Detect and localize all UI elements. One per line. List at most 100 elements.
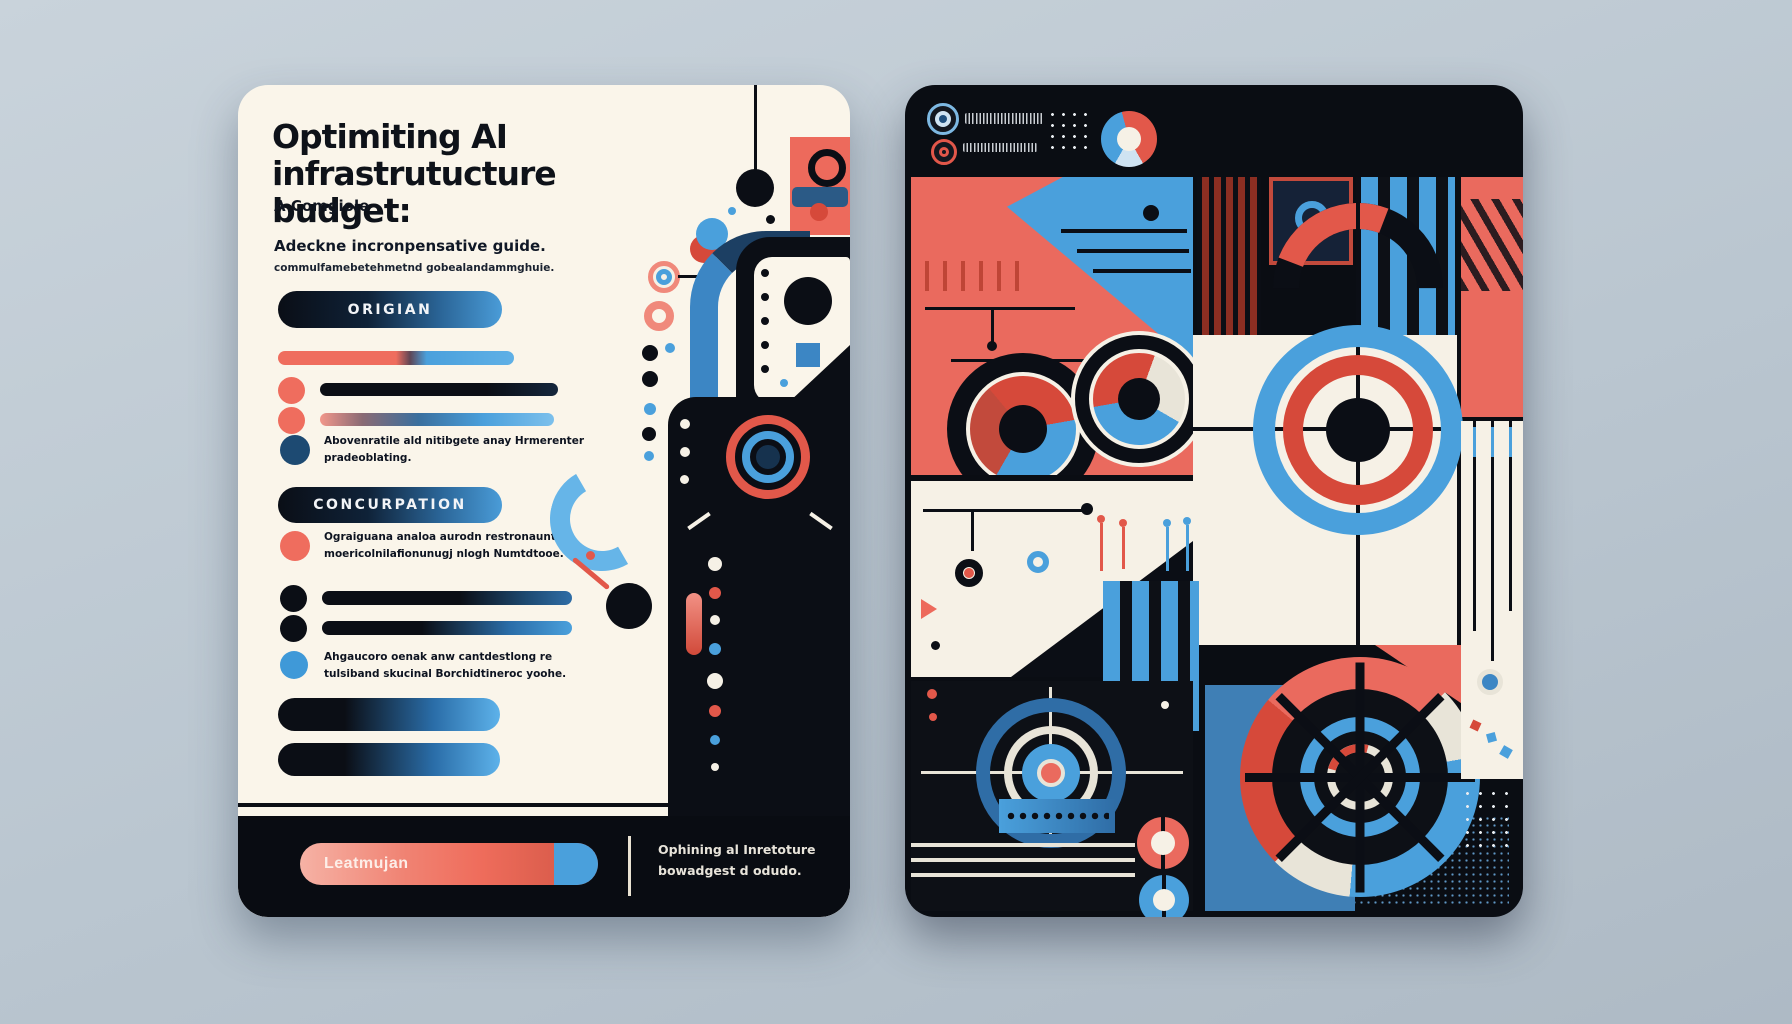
- collage-block-target: [911, 681, 1193, 911]
- decor-blue-tip: [1473, 427, 1476, 457]
- bar-black-blue: [322, 591, 572, 605]
- record-badge-icon: [931, 139, 957, 165]
- decor-red-dot: [929, 713, 937, 721]
- decor-donut-blue: [1139, 875, 1189, 917]
- decor-node-ring: [955, 559, 983, 587]
- decor-diagonal-stripes: [1461, 199, 1523, 291]
- decor-red-side-block: [1461, 177, 1523, 417]
- footer-note-line: bowadgest d odudo.: [658, 862, 802, 878]
- decor-target-core: [1037, 759, 1065, 787]
- decor-red-ring: [644, 301, 674, 331]
- bullet-dot-black: [280, 615, 307, 642]
- decor-blue-node: [1477, 669, 1503, 695]
- decor-white-dot-grid: [1461, 787, 1517, 851]
- decor-dash: [809, 511, 833, 531]
- decor-donut-hole: [1153, 889, 1175, 911]
- bar-black-blue: [322, 621, 572, 635]
- decor-barcode-block: [1197, 177, 1261, 335]
- decor-confetti: [1469, 719, 1482, 732]
- scribble-text-line: [965, 113, 1043, 124]
- decor-black-dot: [761, 317, 769, 325]
- decor-line: [754, 85, 757, 171]
- bar-fade-red-blue: [320, 413, 554, 426]
- bullet-text-line: Ograiguana analoa aurodn restronaunto: [324, 531, 564, 543]
- decor-black-dot: [761, 269, 769, 277]
- decor-bullseye-core: [1326, 398, 1390, 462]
- decor-red-ticks: [925, 261, 1021, 291]
- decor-black-dot: [642, 371, 658, 387]
- learn-more-button[interactable]: Leatmujan: [300, 843, 598, 885]
- decor-white-dot: [1141, 515, 1149, 523]
- decor-circuit-line: [1473, 421, 1476, 631]
- gradient-bar-red-blue: [278, 351, 514, 365]
- donut-hole: [1117, 127, 1141, 151]
- decor-bullseye-blue-ring: [742, 431, 794, 483]
- bullet-text-line: pradeoblating.: [324, 451, 412, 464]
- decor-white-dot: [707, 673, 723, 689]
- decor-dotted-line: [1005, 812, 1109, 820]
- decor-blue-ring: [1027, 551, 1049, 573]
- decor-red-dot: [810, 203, 828, 221]
- decor-right-strip: [1461, 421, 1523, 779]
- decor-blue-dot: [709, 643, 721, 655]
- decor-donut-hole: [1151, 831, 1175, 855]
- decor-black-circle: [736, 169, 774, 207]
- decor-blue-arc: [538, 455, 666, 583]
- decor-donut-red: [1137, 817, 1189, 869]
- decor-circuit-line: [923, 509, 1083, 512]
- bullet-text-red: Ograiguana analoa aurodn restronaunto mo…: [324, 529, 564, 563]
- decor-hanging-lines: [1091, 515, 1195, 577]
- bar-black: [320, 383, 558, 396]
- bullet-text-line: Abovenratile ald nitibgete anay Hrmerent…: [324, 435, 584, 447]
- page-title: Optimiting AI infrastrutucture budget:: [272, 117, 692, 230]
- decor-red-dot: [1119, 519, 1127, 527]
- decor-red-dot: [586, 551, 595, 560]
- decor-black-circle: [606, 583, 652, 629]
- decor-circuit-line: [925, 307, 1075, 310]
- decor-red-corner-block: [790, 137, 850, 235]
- section-pill-origin: ORIGIAN: [278, 291, 502, 328]
- decor-chip-block: [668, 397, 850, 817]
- target-badge-icon: [927, 103, 959, 135]
- title-line1: Optimiting AI: [272, 117, 508, 156]
- section-pill-concurpation: CONCURPATION: [278, 487, 502, 523]
- decor-blue-dot: [1163, 519, 1171, 527]
- bullet-text-line: tulsiband skucinal Borchidtineroc yoohe.: [324, 667, 567, 680]
- decor-white-dot: [708, 557, 722, 571]
- section-pill-concurpation-label: CONCURPATION: [313, 497, 467, 513]
- decor-blue-dot: [644, 451, 654, 461]
- decor-bullseye-core: [756, 445, 780, 469]
- decor-line: [1186, 525, 1189, 571]
- decor-white-line: [911, 858, 1135, 862]
- tagline: Adeckne incronpensative guide.: [274, 237, 546, 255]
- bullet-text-line: moericolnilafionunugj nlogh Numtdtooe.: [324, 547, 564, 560]
- decor-red-core: [964, 568, 974, 578]
- decor-red-dot: [709, 587, 721, 599]
- decor-black-circle: [784, 277, 832, 325]
- pill-bar: [278, 743, 500, 776]
- decor-red-dot: [709, 705, 721, 717]
- bullet-dot-black: [280, 585, 307, 612]
- section-pill-origin-label: ORIGIAN: [347, 301, 433, 318]
- collage-block-red: [911, 177, 1193, 475]
- decor-target-ring: [648, 261, 680, 293]
- decor-wheel: [1240, 657, 1480, 897]
- decor-black-dot: [642, 345, 658, 361]
- bullet-dot-navy: [280, 435, 310, 465]
- bullet-dot-red: [280, 531, 310, 561]
- decor-line: [1166, 527, 1169, 571]
- decor-bullseye-red-ring: [726, 415, 810, 499]
- decor-white-dot: [711, 763, 719, 771]
- decor-blue-dot: [1183, 517, 1191, 525]
- learn-more-label: Leatmujan: [324, 855, 409, 872]
- footer-vertical-divider: [628, 836, 631, 896]
- decor-line: [1061, 229, 1187, 233]
- left-card-footer: Leatmujan Ophining al Inretoture bowadge…: [238, 816, 850, 917]
- right-poster-card: [905, 85, 1523, 917]
- decor-black-dot: [1081, 503, 1093, 515]
- record-badge-core: [939, 147, 949, 157]
- decor-red-dot: [1097, 515, 1105, 523]
- decor-confetti: [1485, 731, 1498, 744]
- dot-grid-icon: [1047, 109, 1087, 155]
- bullet-text-line: Ahgaucoro oenak anw cantdestlong re: [324, 651, 553, 663]
